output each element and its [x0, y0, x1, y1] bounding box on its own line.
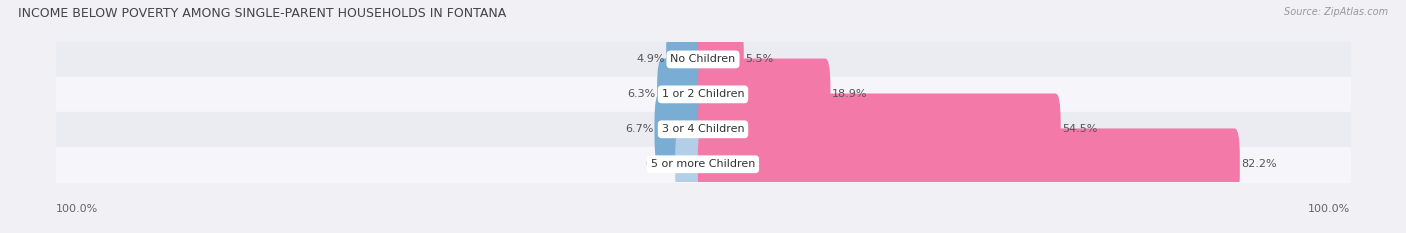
Bar	[56, 77, 1350, 112]
Text: 6.7%: 6.7%	[624, 124, 654, 134]
Bar	[56, 112, 1350, 147]
FancyBboxPatch shape	[697, 58, 831, 130]
FancyBboxPatch shape	[675, 128, 709, 200]
Text: 100.0%: 100.0%	[1308, 205, 1350, 214]
Text: 1 or 2 Children: 1 or 2 Children	[662, 89, 744, 99]
Text: 54.5%: 54.5%	[1062, 124, 1097, 134]
Text: 18.9%: 18.9%	[832, 89, 868, 99]
Text: 100.0%: 100.0%	[56, 205, 98, 214]
FancyBboxPatch shape	[697, 24, 744, 95]
Text: 6.3%: 6.3%	[627, 89, 655, 99]
Bar	[56, 42, 1350, 77]
Text: 3 or 4 Children: 3 or 4 Children	[662, 124, 744, 134]
Text: 4.9%: 4.9%	[637, 55, 665, 64]
Text: 5.5%: 5.5%	[745, 55, 773, 64]
FancyBboxPatch shape	[697, 128, 1240, 200]
Text: 0.0%: 0.0%	[645, 159, 673, 169]
Bar	[56, 147, 1350, 182]
Text: No Children: No Children	[671, 55, 735, 64]
FancyBboxPatch shape	[666, 24, 709, 95]
FancyBboxPatch shape	[657, 58, 709, 130]
FancyBboxPatch shape	[655, 93, 709, 165]
Text: 82.2%: 82.2%	[1241, 159, 1277, 169]
Text: 5 or more Children: 5 or more Children	[651, 159, 755, 169]
Text: Source: ZipAtlas.com: Source: ZipAtlas.com	[1284, 7, 1388, 17]
Text: INCOME BELOW POVERTY AMONG SINGLE-PARENT HOUSEHOLDS IN FONTANA: INCOME BELOW POVERTY AMONG SINGLE-PARENT…	[18, 7, 506, 20]
FancyBboxPatch shape	[697, 93, 1060, 165]
